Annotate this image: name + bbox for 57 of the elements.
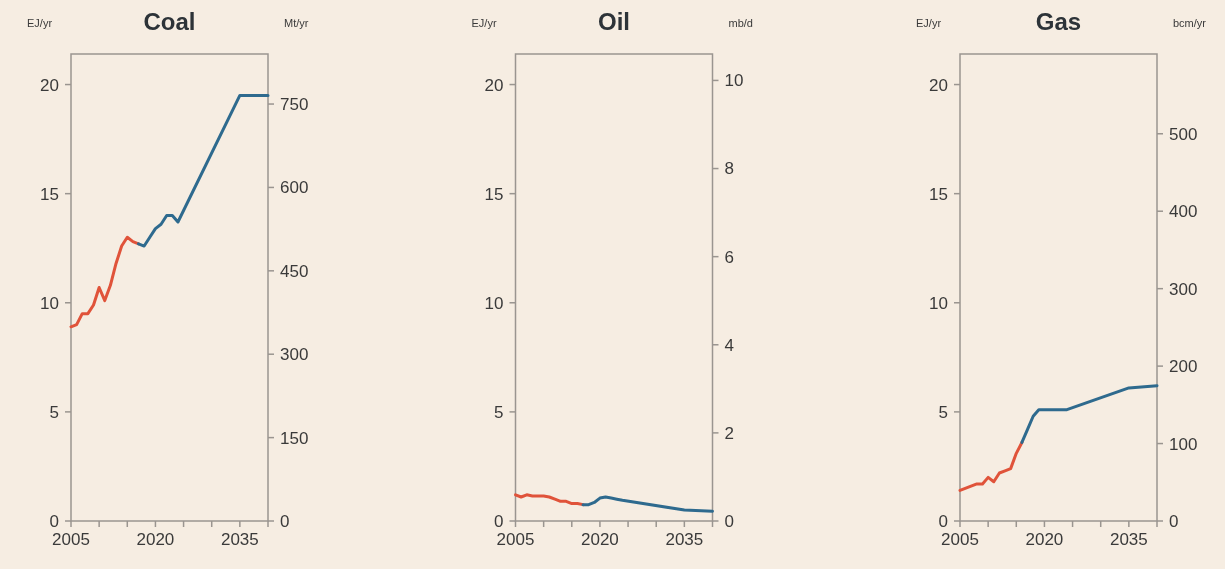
y2-tick-label: 750 (280, 94, 309, 114)
y-tick-label: 5 (938, 402, 948, 422)
y2-tick-label: 0 (280, 511, 290, 531)
y2-tick-label: 0 (724, 511, 734, 531)
x-tick-label: 2035 (1109, 530, 1148, 549)
y2-tick-label: 300 (280, 345, 309, 365)
chart-title: Oil (597, 8, 631, 35)
y2-tick-label: 0 (1169, 511, 1179, 531)
y2-tick-label: 10 (724, 71, 744, 91)
y-axis-title: EJ/yr (916, 17, 942, 29)
y-tick-label: 15 (484, 184, 504, 204)
y2-axis-title: bcm/yr (1173, 17, 1207, 29)
y-tick-label: 0 (49, 511, 59, 531)
y2-tick-label: 450 (280, 261, 309, 281)
y2-tick-label: 2 (724, 423, 734, 443)
y2-tick-label: 400 (1169, 202, 1198, 222)
x-tick-label: 2020 (581, 530, 619, 549)
x-tick-label: 2020 (1025, 530, 1064, 549)
y2-tick-label: 100 (1169, 434, 1198, 454)
y2-axis-title: Mt/yr (284, 17, 309, 29)
x-tick-label: 2035 (665, 530, 704, 549)
y-axis-title: EJ/yr (471, 17, 497, 29)
y2-tick-label: 300 (1169, 279, 1198, 299)
line-series (1020, 384, 1159, 444)
y2-axis-title: mb/d (728, 17, 753, 29)
line-series (958, 440, 1024, 492)
y2-tick-label: 8 (724, 159, 734, 179)
y-tick-label: 5 (494, 402, 504, 422)
y-tick-label: 0 (494, 511, 504, 531)
y2-tick-label: 150 (280, 428, 309, 448)
line-series (69, 235, 141, 329)
x-tick-label: 2005 (496, 530, 535, 549)
y-tick-label: 20 (929, 75, 948, 95)
y-tick-label: 10 (484, 293, 504, 313)
y2-tick-label: 500 (1169, 124, 1198, 144)
y2-tick-label: 200 (1169, 357, 1198, 377)
line-series (581, 495, 714, 513)
y-tick-label: 10 (929, 293, 948, 313)
y2-tick-label: 6 (724, 247, 734, 267)
y-tick-label: 15 (929, 184, 948, 204)
chart-title: Coal (143, 8, 196, 35)
x-tick-label: 2005 (52, 530, 90, 549)
y-tick-label: 10 (40, 293, 59, 313)
y-axis-title: EJ/yr (27, 17, 53, 29)
y-tick-label: 20 (40, 75, 59, 95)
y-tick-label: 15 (40, 184, 59, 204)
y-tick-label: 0 (938, 511, 948, 531)
y2-tick-label: 600 (280, 178, 309, 198)
chart-title: Gas (1035, 8, 1082, 35)
y-tick-label: 20 (484, 75, 504, 95)
x-tick-label: 2035 (220, 530, 259, 549)
line-series (514, 493, 585, 507)
y-tick-label: 5 (49, 402, 59, 422)
x-tick-label: 2020 (136, 530, 175, 549)
line-series (137, 93, 270, 248)
x-tick-label: 2005 (941, 530, 979, 549)
y2-tick-label: 4 (724, 335, 734, 355)
